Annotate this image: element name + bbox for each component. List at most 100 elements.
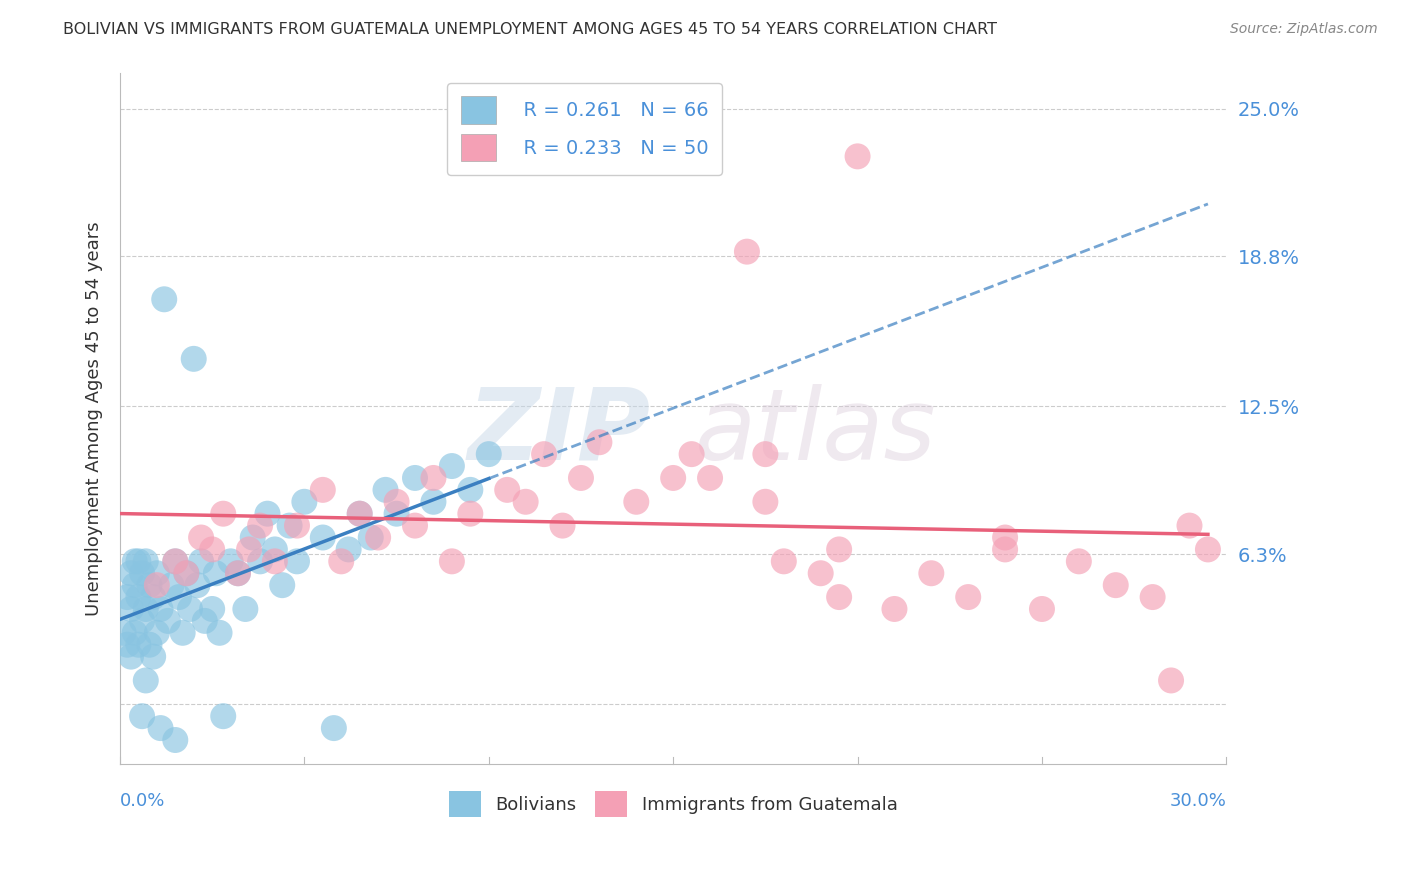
Point: [235, 602, 257, 616]
Point: [810, 566, 832, 581]
Point: [349, 507, 371, 521]
Point: [957, 590, 980, 604]
Point: [208, 625, 231, 640]
Point: [994, 531, 1017, 545]
Point: [422, 495, 444, 509]
Point: [212, 507, 235, 521]
Point: [142, 590, 165, 604]
Point: [735, 244, 758, 259]
Point: [183, 351, 205, 366]
Point: [194, 614, 217, 628]
Point: [149, 721, 172, 735]
Point: [186, 578, 208, 592]
Point: [249, 554, 271, 568]
Point: [994, 542, 1017, 557]
Point: [460, 483, 482, 497]
Point: [496, 483, 519, 497]
Text: BOLIVIAN VS IMMIGRANTS FROM GUATEMALA UNEMPLOYMENT AMONG AGES 45 TO 54 YEARS COR: BOLIVIAN VS IMMIGRANTS FROM GUATEMALA UN…: [63, 22, 997, 37]
Point: [165, 554, 187, 568]
Point: [263, 542, 285, 557]
Point: [754, 495, 776, 509]
Point: [337, 542, 360, 557]
Point: [242, 531, 264, 545]
Point: [176, 566, 198, 581]
Point: [1031, 602, 1053, 616]
Point: [146, 566, 169, 581]
Point: [190, 554, 212, 568]
Point: [176, 566, 198, 581]
Point: [1178, 518, 1201, 533]
Point: [117, 638, 139, 652]
Point: [828, 542, 851, 557]
Point: [127, 554, 149, 568]
Point: [120, 602, 142, 616]
Point: [385, 495, 408, 509]
Point: [138, 638, 160, 652]
Point: [322, 721, 344, 735]
Point: [263, 554, 285, 568]
Point: [131, 566, 153, 581]
Point: [124, 625, 146, 640]
Point: [112, 625, 135, 640]
Point: [146, 625, 169, 640]
Point: [681, 447, 703, 461]
Point: [138, 578, 160, 592]
Point: [588, 435, 610, 450]
Point: [367, 531, 389, 545]
Point: [226, 566, 249, 581]
Point: [256, 507, 278, 521]
Point: [127, 590, 149, 604]
Point: [165, 554, 187, 568]
Point: [124, 554, 146, 568]
Point: [135, 673, 157, 688]
Point: [190, 531, 212, 545]
Point: [1142, 590, 1164, 604]
Point: [124, 578, 146, 592]
Point: [271, 578, 294, 592]
Point: [460, 507, 482, 521]
Point: [120, 566, 142, 581]
Point: [569, 471, 592, 485]
Point: [360, 531, 382, 545]
Point: [772, 554, 794, 568]
Point: [422, 471, 444, 485]
Point: [135, 554, 157, 568]
Point: [1067, 554, 1090, 568]
Point: [120, 649, 142, 664]
Point: [828, 590, 851, 604]
Point: [330, 554, 353, 568]
Point: [131, 614, 153, 628]
Point: [699, 471, 721, 485]
Point: [117, 590, 139, 604]
Point: [131, 709, 153, 723]
Point: [349, 507, 371, 521]
Point: [153, 293, 176, 307]
Point: [515, 495, 537, 509]
Text: 0.0%: 0.0%: [120, 792, 166, 811]
Legend: Bolivians, Immigrants from Guatemala: Bolivians, Immigrants from Guatemala: [441, 784, 905, 824]
Point: [205, 566, 228, 581]
Point: [404, 518, 426, 533]
Point: [285, 518, 308, 533]
Point: [440, 458, 463, 473]
Point: [533, 447, 555, 461]
Point: [146, 578, 169, 592]
Point: [212, 709, 235, 723]
Point: [374, 483, 396, 497]
Point: [127, 638, 149, 652]
Point: [172, 625, 194, 640]
Point: [1160, 673, 1182, 688]
Point: [292, 495, 315, 509]
Text: 30.0%: 30.0%: [1170, 792, 1226, 811]
Point: [1105, 578, 1128, 592]
Point: [160, 578, 183, 592]
Point: [920, 566, 942, 581]
Point: [626, 495, 648, 509]
Point: [179, 602, 201, 616]
Text: ZIP: ZIP: [468, 384, 651, 481]
Point: [226, 566, 249, 581]
Point: [478, 447, 501, 461]
Point: [385, 507, 408, 521]
Point: [149, 602, 172, 616]
Point: [1197, 542, 1219, 557]
